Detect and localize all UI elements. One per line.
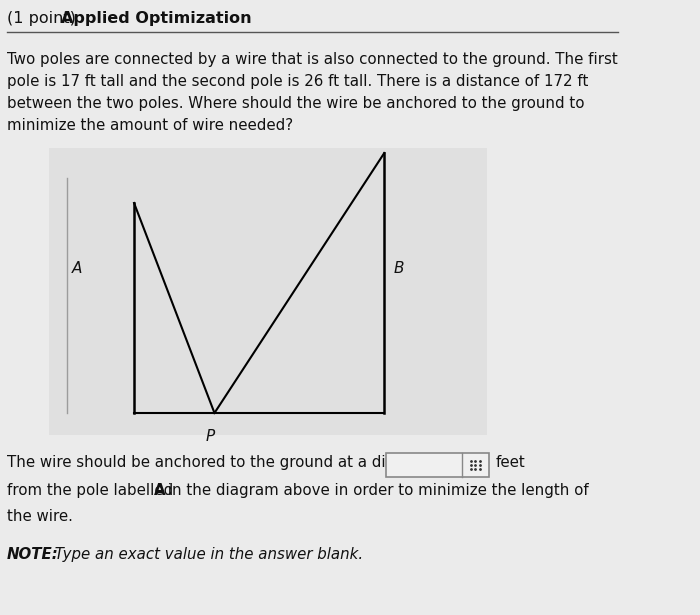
Text: pole is 17 ft tall and the second pole is 26 ft tall. There is a distance of 172: pole is 17 ft tall and the second pole i…	[7, 74, 589, 89]
Text: A: A	[71, 261, 82, 276]
Text: minimize the amount of wire needed?: minimize the amount of wire needed?	[7, 118, 293, 133]
Text: The wire should be anchored to the ground at a distance of: The wire should be anchored to the groun…	[7, 455, 455, 470]
Text: from the pole labelled: from the pole labelled	[7, 483, 178, 498]
Text: P: P	[205, 429, 215, 444]
Text: B: B	[393, 261, 404, 276]
Text: between the two poles. Where should the wire be anchored to the ground to: between the two poles. Where should the …	[7, 96, 584, 111]
Text: Two poles are connected by a wire that is also connected to the ground. The firs: Two poles are connected by a wire that i…	[7, 52, 618, 67]
Bar	[386, 453, 489, 477]
Text: feet: feet	[496, 455, 526, 470]
Bar	[49, 148, 487, 435]
Text: A: A	[154, 483, 165, 498]
Text: (1 point): (1 point)	[7, 10, 81, 25]
Text: in the diagram above in order to minimize the length of: in the diagram above in order to minimiz…	[162, 483, 589, 498]
Text: Type an exact value in the answer blank.: Type an exact value in the answer blank.	[50, 547, 363, 562]
Text: NOTE:: NOTE:	[7, 547, 59, 562]
Text: the wire.: the wire.	[7, 509, 73, 524]
Text: Applied Optimization: Applied Optimization	[61, 10, 251, 25]
